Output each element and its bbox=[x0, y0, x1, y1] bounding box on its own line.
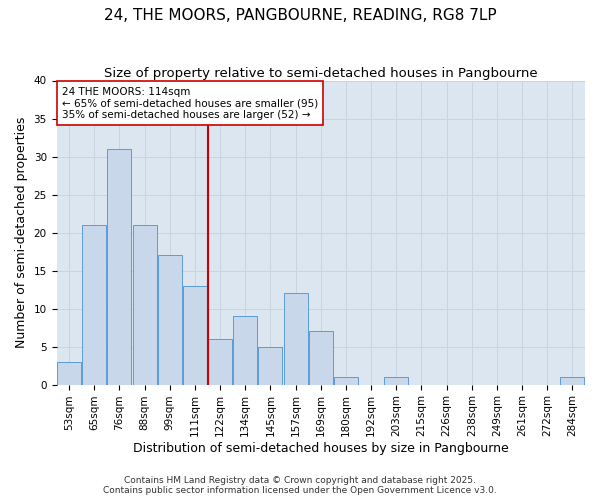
Bar bbox=[385, 377, 408, 384]
Bar bbox=[158, 256, 182, 384]
X-axis label: Distribution of semi-detached houses by size in Pangbourne: Distribution of semi-detached houses by … bbox=[133, 442, 509, 455]
Bar bbox=[208, 339, 232, 384]
Bar bbox=[334, 377, 358, 384]
Bar bbox=[183, 286, 207, 384]
Bar bbox=[107, 149, 131, 384]
Text: Contains HM Land Registry data © Crown copyright and database right 2025.
Contai: Contains HM Land Registry data © Crown c… bbox=[103, 476, 497, 495]
Y-axis label: Number of semi-detached properties: Number of semi-detached properties bbox=[15, 117, 28, 348]
Title: Size of property relative to semi-detached houses in Pangbourne: Size of property relative to semi-detach… bbox=[104, 68, 538, 80]
Bar bbox=[309, 332, 333, 384]
Bar bbox=[233, 316, 257, 384]
Text: 24 THE MOORS: 114sqm
← 65% of semi-detached houses are smaller (95)
35% of semi-: 24 THE MOORS: 114sqm ← 65% of semi-detac… bbox=[62, 86, 318, 120]
Bar bbox=[57, 362, 81, 384]
Bar bbox=[82, 225, 106, 384]
Bar bbox=[560, 377, 584, 384]
Bar bbox=[259, 346, 283, 385]
Bar bbox=[133, 225, 157, 384]
Text: 24, THE MOORS, PANGBOURNE, READING, RG8 7LP: 24, THE MOORS, PANGBOURNE, READING, RG8 … bbox=[104, 8, 496, 22]
Bar bbox=[284, 294, 308, 384]
